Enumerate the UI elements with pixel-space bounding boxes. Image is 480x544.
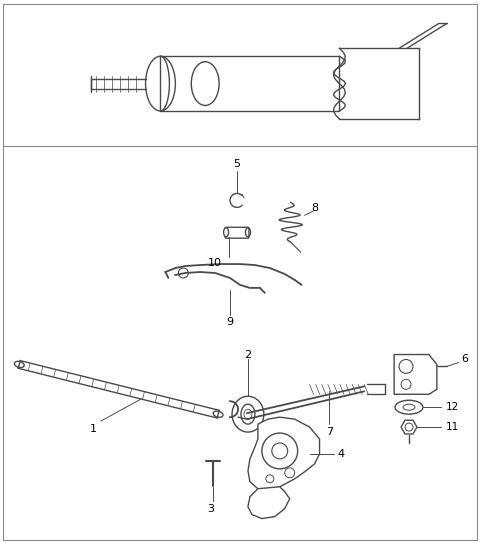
- Text: 6: 6: [461, 355, 468, 364]
- Text: 7: 7: [326, 427, 333, 437]
- Ellipse shape: [14, 361, 24, 368]
- Text: 9: 9: [227, 317, 234, 327]
- Ellipse shape: [395, 400, 423, 414]
- Text: 5: 5: [233, 159, 240, 169]
- Text: 4: 4: [338, 449, 345, 459]
- Text: 3: 3: [208, 504, 215, 514]
- Ellipse shape: [224, 228, 228, 237]
- Ellipse shape: [213, 411, 223, 417]
- Text: 2: 2: [244, 349, 252, 360]
- Polygon shape: [401, 420, 417, 434]
- Text: 11: 11: [446, 422, 459, 432]
- Ellipse shape: [145, 56, 175, 111]
- Text: 12: 12: [446, 402, 459, 412]
- Text: 10: 10: [208, 258, 222, 268]
- Polygon shape: [394, 355, 437, 394]
- Ellipse shape: [232, 396, 264, 432]
- Text: 8: 8: [311, 203, 318, 213]
- Polygon shape: [248, 417, 320, 491]
- FancyBboxPatch shape: [225, 227, 249, 238]
- Text: 1: 1: [89, 424, 96, 434]
- Polygon shape: [248, 487, 290, 518]
